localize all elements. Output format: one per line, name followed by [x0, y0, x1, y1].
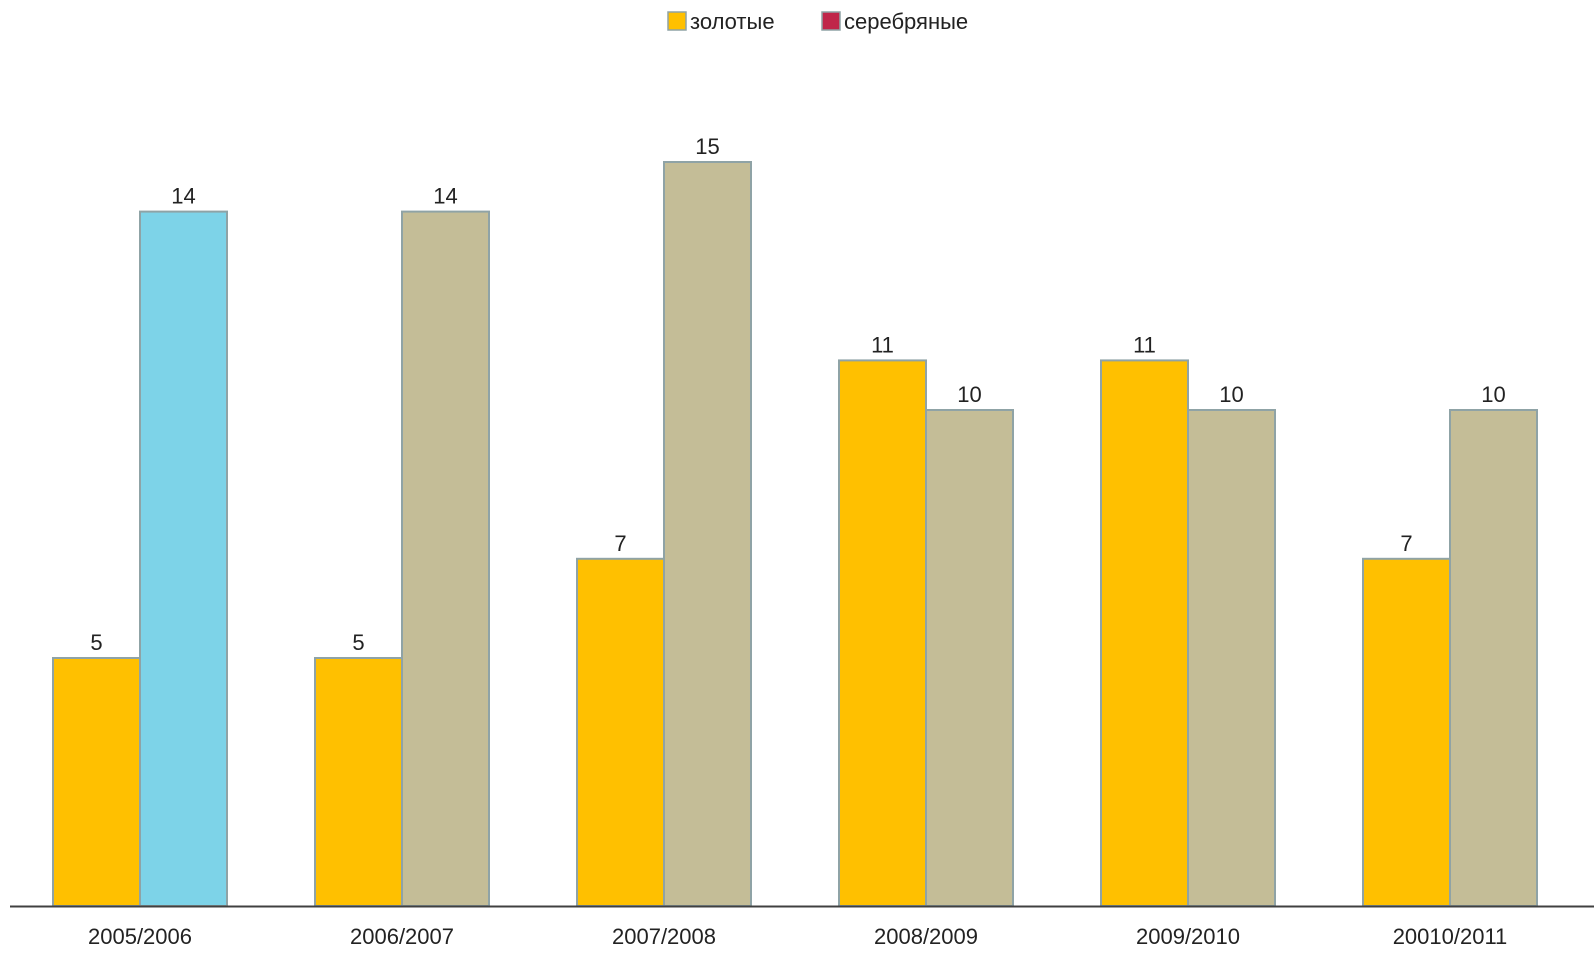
bar-gold-5 [1362, 557, 1451, 907]
x-tick-labels-group: 2005/2006 2006/2007 2007/2008 2008/2009 2009… [88, 924, 1507, 949]
bar-silver-1 [401, 210, 490, 908]
bar-silver-4 [1187, 409, 1276, 907]
x-tick-label-3: 2008/2009 [874, 924, 978, 949]
data-label-silver-4: 10 [1219, 382, 1243, 407]
x-tick-label-5: 20010/2011 [1393, 924, 1508, 949]
bar-gold-2 [576, 557, 665, 907]
data-label-gold-3: 11 [871, 332, 894, 357]
legend-label-gold: золотые [690, 9, 775, 34]
x-tick-label-2: 2007/2008 [612, 924, 716, 949]
bar-gold-3 [838, 359, 927, 907]
data-label-gold-1: 5 [352, 630, 364, 655]
bar-silver-5 [1449, 409, 1538, 907]
x-tick-label-1: 2006/2007 [350, 924, 454, 949]
data-label-silver-5: 10 [1481, 382, 1505, 407]
bar-gold-1 [314, 657, 403, 907]
data-label-gold-5: 7 [1400, 531, 1412, 556]
x-tick-label-0: 2005/2006 [88, 924, 192, 949]
legend-swatch-silver [821, 11, 841, 31]
bar-silver-2 [663, 161, 752, 907]
bar-series-group [52, 161, 1538, 908]
data-label-silver-3: 10 [957, 382, 981, 407]
bar-silver-3 [925, 409, 1014, 907]
bar-gold-0 [52, 657, 141, 907]
data-label-silver-0: 14 [171, 184, 195, 209]
data-label-silver-1: 14 [433, 184, 457, 209]
data-label-gold-2: 7 [614, 531, 626, 556]
data-labels-group: 5 14 5 14 7 15 11 10 11 10 7 10 [90, 134, 1505, 655]
x-tick-label-4: 2009/2010 [1136, 924, 1240, 949]
data-label-gold-4: 11 [1133, 332, 1156, 357]
legend-swatch-gold [667, 11, 687, 31]
bar-gold-4 [1100, 359, 1189, 907]
data-label-silver-2: 15 [695, 134, 719, 159]
legend-label-silver: серебряные [844, 9, 968, 34]
data-label-gold-0: 5 [90, 630, 102, 655]
bar-silver-0 [139, 210, 228, 908]
chart-legend: золотые серебряные [667, 9, 968, 34]
